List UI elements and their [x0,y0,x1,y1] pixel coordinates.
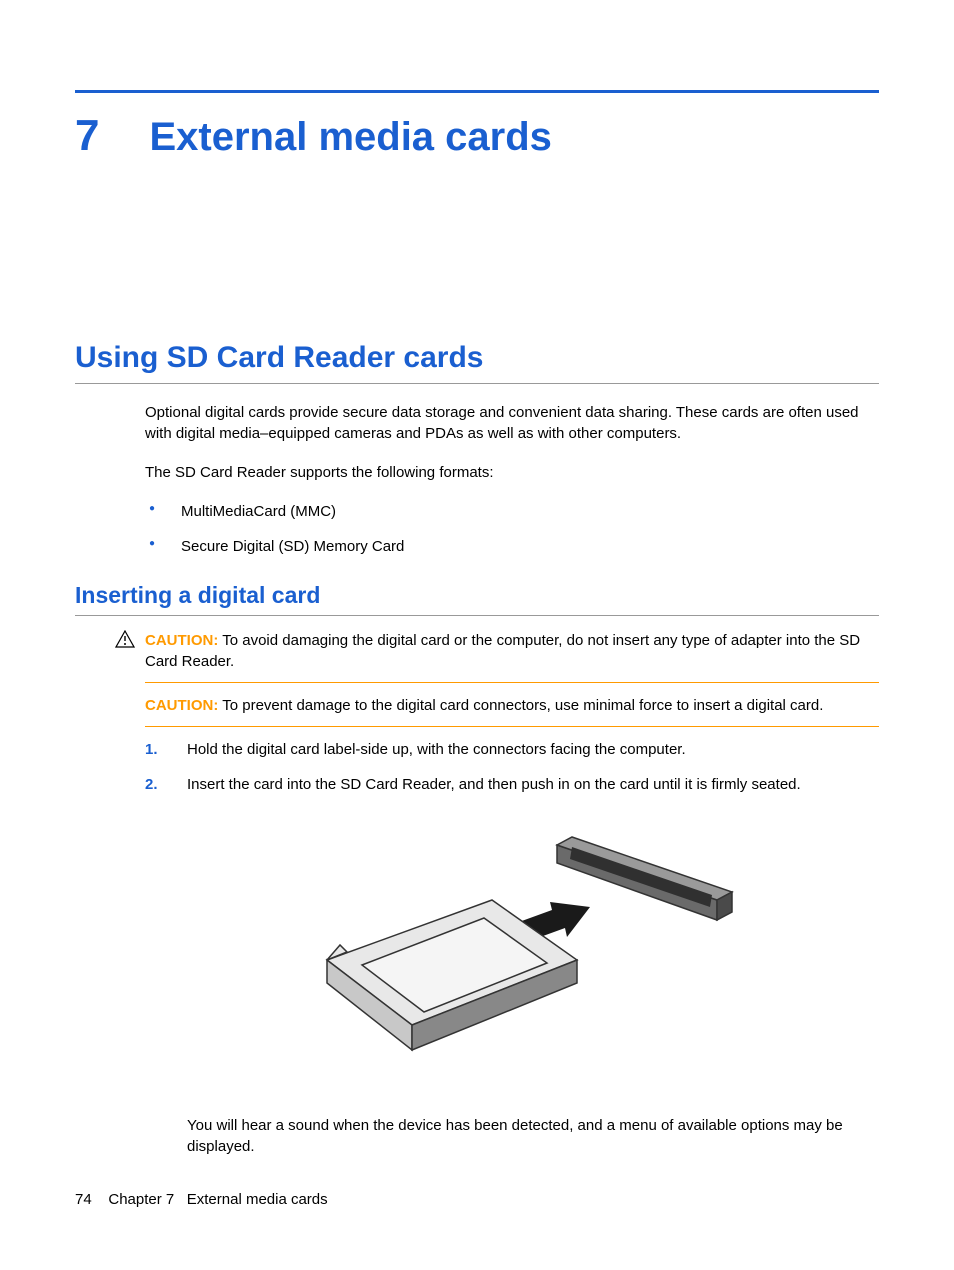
page-footer: 74 Chapter 7 External media cards [75,1189,328,1210]
figure-sd-card-insert [145,815,879,1085]
caution-icon [115,630,135,654]
step-item: Hold the digital card label-side up, wit… [145,739,879,760]
support-line: The SD Card Reader supports the followin… [145,462,879,483]
footer-chapter-label: Chapter 7 [108,1191,174,1208]
chapter-rule [75,90,879,93]
caution-body: To avoid damaging the digital card or th… [145,632,860,670]
caution-block: CAUTION: To avoid damaging the digital c… [145,630,879,683]
steps-list: Hold the digital card label-side up, wit… [145,739,879,795]
caution-block: CAUTION: To prevent damage to the digita… [145,695,879,727]
caution-text: CAUTION: To prevent damage to the digita… [145,695,879,716]
step-item: Insert the card into the SD Card Reader,… [145,774,879,795]
page-number: 74 [75,1191,92,1208]
section-title-using-sd: Using SD Card Reader cards [75,337,879,384]
caution-label: CAUTION: [145,697,218,714]
caution-text: CAUTION: To avoid damaging the digital c… [145,630,879,672]
chapter-heading: 7 External media cards [75,105,879,167]
caution-label: CAUTION: [145,632,218,649]
sd-card-illustration [272,815,752,1085]
chapter-title: External media cards [149,109,551,165]
footer-chapter-title: External media cards [187,1191,328,1208]
intro-paragraph: Optional digital cards provide secure da… [145,402,879,444]
caution-body: To prevent damage to the digital card co… [222,697,823,714]
section-title-inserting: Inserting a digital card [75,579,879,616]
format-list: MultiMediaCard (MMC) Secure Digital (SD)… [145,501,879,557]
result-paragraph: You will hear a sound when the device ha… [187,1115,879,1157]
list-item: Secure Digital (SD) Memory Card [145,536,879,557]
chapter-number: 7 [75,105,99,167]
list-item: MultiMediaCard (MMC) [145,501,879,522]
